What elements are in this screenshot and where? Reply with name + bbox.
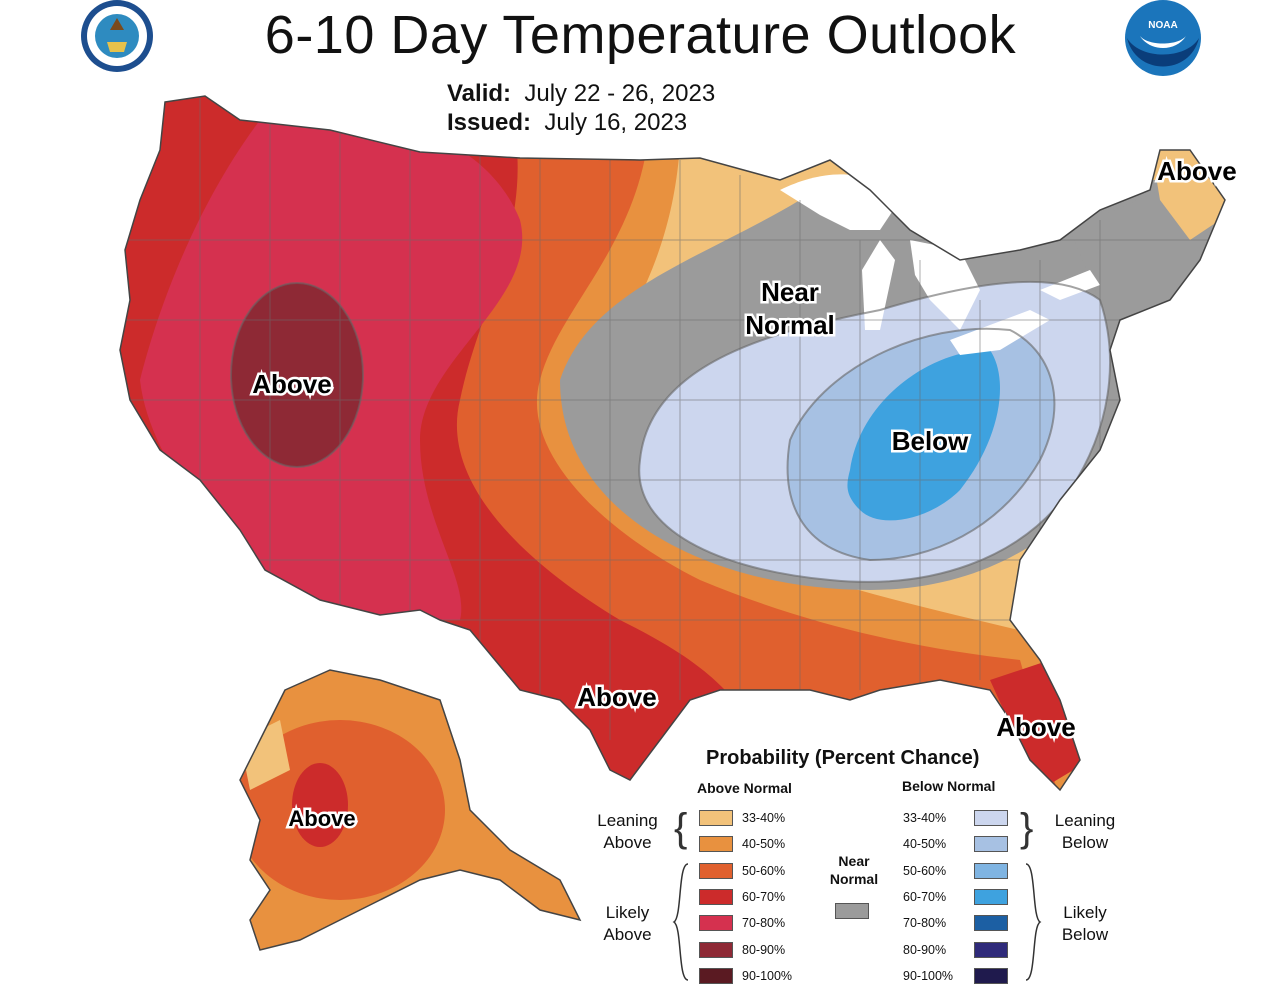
commerce-seal-icon [81,0,153,72]
noaa-logo-icon: NOAA [1125,0,1201,76]
legend-above-label-3: 60-70% [742,889,786,904]
legend-above-label-2: 50-60% [742,863,786,878]
legend-above-swatch-1 [699,836,733,853]
label-texas-above: Above [577,682,656,712]
brace-likely-below [1025,863,1042,981]
label-near-normal-line1: Near [761,277,819,307]
conus-outline [119,95,1226,792]
legend-below-label-3: 60-70% [903,889,947,904]
legend-below-label-6: 90-100% [903,968,954,983]
brace-leaning-above: { [674,806,688,850]
alaska-outline [239,669,582,951]
legend-above-swatch-2 [699,862,733,879]
label-near-normal-line2: Normal [745,310,835,340]
legend-below-swatch-5 [974,941,1008,958]
legend-below-label-1: 40-50% [903,837,947,852]
conus-contours [120,96,1225,790]
legend-likely-above: Likely Above [603,903,652,944]
label-maine-above: Above [1157,156,1236,186]
legend-below-swatch-2 [974,862,1008,879]
issued-date: Issued: July 16, 2023 [447,109,688,136]
valid-dates: Valid: July 22 - 26, 2023 [447,80,716,107]
legend-near-normal: Near Normal [829,853,879,887]
legend-above-swatch-5 [699,941,733,958]
legend-above-swatch-0 [699,810,733,826]
legend-leaning-above: Leaning Above [597,811,658,852]
legend-leaning-below: Leaning Below [1054,811,1116,852]
legend-above-swatch-3 [699,888,733,905]
legend-below-label-0: 33-40% [903,811,947,825]
legend-below-swatch-6 [974,967,1008,984]
label-below: Below [892,426,969,456]
legend-below-swatch-0 [974,810,1008,826]
legend-below-label-5: 80-90% [903,942,947,957]
legend-above-header: Above Normal [697,780,792,796]
label-florida-above: Above [996,712,1075,742]
legend-near-normal-swatch [835,903,869,919]
page-title: 6-10 Day Temperature Outlook [264,5,1017,65]
legend-above-swatch-4 [699,915,733,932]
label-alaska-above: Above [288,806,355,831]
legend-above-label-4: 70-80% [742,916,786,931]
legend-below-swatch-4 [974,915,1008,932]
legend-above-swatch-6 [699,967,733,984]
legend-below-label-4: 70-80% [903,916,947,931]
legend-below-header: Below Normal [902,778,996,794]
legend-below-swatch-1 [974,836,1008,853]
legend-above-label-6: 90-100% [742,968,793,983]
legend-below-label-2: 50-60% [903,863,947,878]
legend-likely-below: Likely Below [1061,903,1109,944]
brace-leaning-below: } [1020,806,1034,850]
svg-text:NOAA: NOAA [1148,20,1177,31]
legend-title: Probability (Percent Chance) [706,747,980,769]
legend-below-swatch-3 [974,888,1008,905]
legend-above-label-1: 40-50% [742,837,786,852]
legend-above-label-0: 33-40% [742,811,786,825]
label-west-above: Above [252,369,331,399]
legend-above-label-5: 80-90% [742,942,786,957]
brace-likely-above [672,863,689,981]
